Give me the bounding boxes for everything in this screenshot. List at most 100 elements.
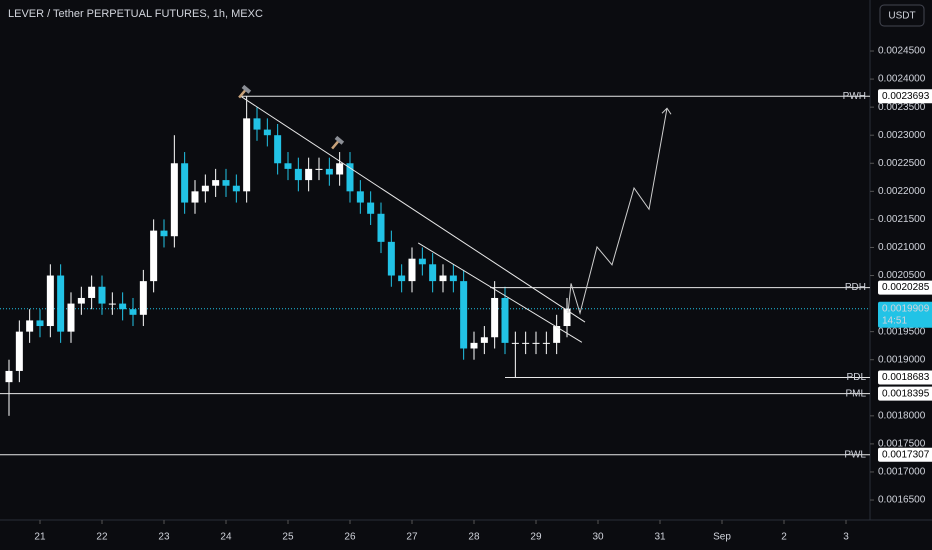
x-tick-label: Sep xyxy=(713,532,731,543)
candle-body xyxy=(346,163,354,192)
level-badge-label: 0.0017307 xyxy=(882,449,930,460)
candle-body xyxy=(160,230,168,237)
level-badge-label: 0.0023693 xyxy=(882,91,930,102)
candle-body xyxy=(480,337,488,343)
candle-body xyxy=(181,163,189,203)
candle-body xyxy=(88,286,96,298)
x-tick-label: 24 xyxy=(220,532,232,543)
projection-arrowhead xyxy=(661,107,672,115)
candle-body xyxy=(449,275,457,282)
candle-body xyxy=(67,303,75,332)
level-badge xyxy=(878,386,932,401)
y-tick-label: 0.0022500 xyxy=(878,158,926,169)
x-tick-label: 2 xyxy=(781,532,787,543)
y-tick-label: 0.0020500 xyxy=(878,270,926,281)
candle-body xyxy=(439,275,447,282)
x-tick-label: 22 xyxy=(96,532,108,543)
x-tick-label: 30 xyxy=(592,532,604,543)
y-tick-label: 0.0023500 xyxy=(878,102,926,113)
currency-label[interactable]: USDT xyxy=(888,11,915,22)
candle-body xyxy=(129,309,137,315)
level-name: PML xyxy=(845,388,866,399)
y-tick-label: 0.0021500 xyxy=(878,214,926,225)
candle-body xyxy=(150,230,158,282)
level-badge xyxy=(878,89,932,104)
candle-body xyxy=(522,342,530,344)
level-badge xyxy=(878,447,932,462)
candle-body xyxy=(470,342,478,349)
candle-body xyxy=(418,258,426,265)
candle-body xyxy=(325,168,333,175)
trendline xyxy=(417,242,583,343)
countdown-label: 14:51 xyxy=(882,315,907,326)
y-tick-label: 0.0019000 xyxy=(878,354,926,365)
level-badge xyxy=(878,370,932,385)
candle-body xyxy=(408,258,416,282)
y-tick-label: 0.0017000 xyxy=(878,467,926,478)
y-tick-label: 0.0024000 xyxy=(878,74,926,85)
candle-body xyxy=(212,180,220,186)
candle-body xyxy=(356,191,364,203)
candle-body xyxy=(563,308,571,327)
candle-body xyxy=(191,191,199,203)
candle-body xyxy=(284,163,292,169)
candle-body xyxy=(274,135,282,164)
candle-body xyxy=(511,342,519,344)
candle-body xyxy=(232,185,240,192)
candle-body xyxy=(77,297,85,304)
candle-body xyxy=(139,281,147,315)
y-tick-label: 0.0017500 xyxy=(878,439,926,450)
y-tick-label: 0.0016500 xyxy=(878,495,926,506)
candle-body xyxy=(15,331,23,371)
hammer-icons xyxy=(238,84,345,150)
candle-body xyxy=(542,342,550,344)
candle-body xyxy=(170,163,178,237)
level-badge-label: 0.0018395 xyxy=(882,388,930,399)
x-tick-label: 3 xyxy=(843,532,849,543)
candle-body xyxy=(429,264,437,282)
candle-body xyxy=(222,180,230,186)
y-tick-label: 0.0021000 xyxy=(878,242,926,253)
candle-body xyxy=(367,202,375,214)
candle-body xyxy=(98,286,106,304)
y-tick-label: 0.0023000 xyxy=(878,130,926,141)
level-badge-label: 0.0020285 xyxy=(882,282,930,293)
x-tick-label: 23 xyxy=(158,532,170,543)
y-tick-label: 0.0024500 xyxy=(878,46,926,57)
y-tick-label: 0.0019500 xyxy=(878,326,926,337)
candle-body xyxy=(119,303,127,310)
x-tick-label: 28 xyxy=(468,532,480,543)
candle-body xyxy=(398,275,406,282)
candle-body xyxy=(26,320,34,332)
chart-title: LEVER / Tether PERPETUAL FUTURES, 1h, ME… xyxy=(8,8,263,20)
x-tick-label: 21 xyxy=(34,532,46,543)
candle-body xyxy=(243,118,251,192)
candle-body xyxy=(377,213,385,242)
hammer-icon xyxy=(331,135,345,150)
hammer-icon xyxy=(238,84,252,99)
x-tick-label: 26 xyxy=(344,532,356,543)
level-badge-label: 0.0018683 xyxy=(882,372,930,383)
candle-body xyxy=(387,241,395,276)
y-tick-label: 0.0022000 xyxy=(878,186,926,197)
candle-body xyxy=(532,342,540,344)
candle-body xyxy=(57,275,65,332)
candle-body xyxy=(201,185,209,192)
level-name: PDH xyxy=(845,282,866,293)
level-name: PWL xyxy=(844,449,866,460)
y-tick-label: 0.0018000 xyxy=(878,410,926,421)
candle-body xyxy=(294,168,302,181)
candle-body xyxy=(253,118,261,130)
currency-button[interactable] xyxy=(879,4,925,27)
current-price-label: 0.0019909 xyxy=(882,303,930,314)
x-tick-label: 29 xyxy=(530,532,542,543)
level-name: PDL xyxy=(847,372,867,383)
level-name: PWH xyxy=(843,91,866,102)
x-tick-label: 25 xyxy=(282,532,294,543)
candle-body xyxy=(5,370,13,383)
x-tick-label: 27 xyxy=(406,532,418,543)
candle-body xyxy=(336,163,344,175)
